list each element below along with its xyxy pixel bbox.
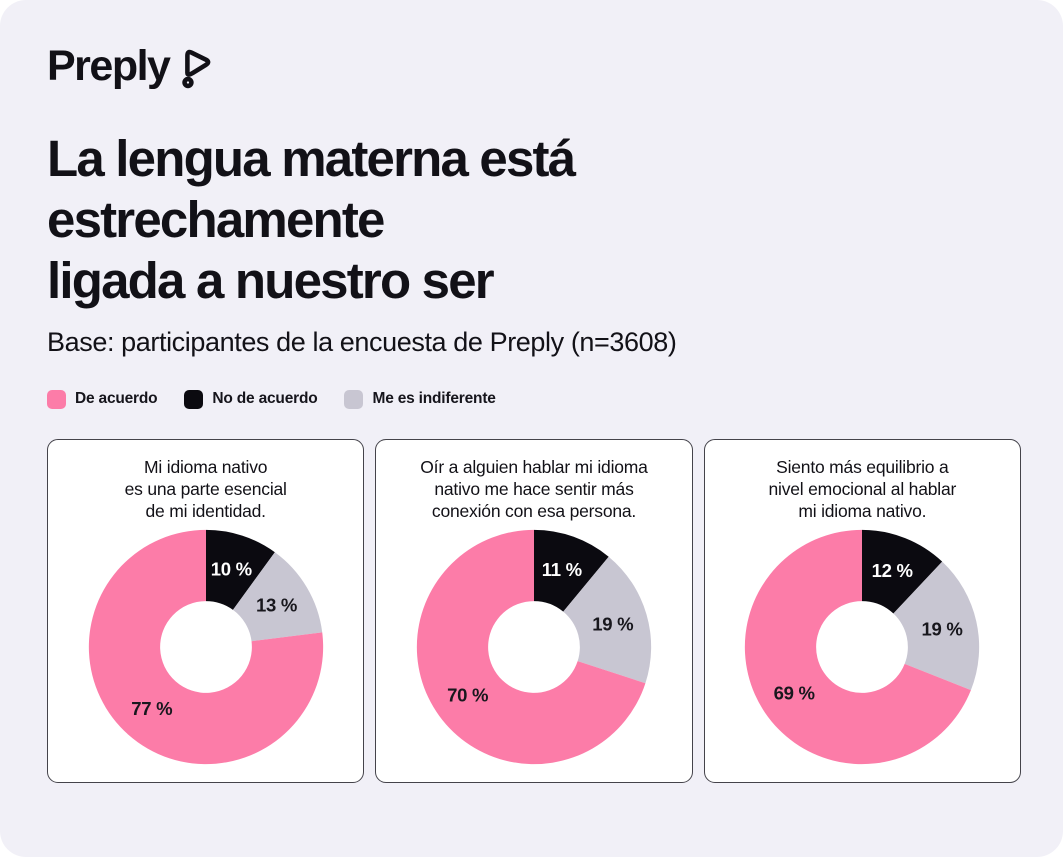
preply-logo: Preply — [47, 42, 1021, 92]
page-subtitle: Base: participantes de la encuesta de Pr… — [47, 326, 677, 357]
survey-card-identidad: Mi idioma nativo es una parte esencial d… — [47, 438, 365, 783]
legend-swatch-me-es-indiferente — [344, 389, 364, 409]
donut-slice-de-acuerdo — [416, 530, 646, 765]
legend-item-de-acuerdo: De acuerdo — [47, 389, 158, 409]
legend-item-no-de-acuerdo: No de acuerdo — [184, 389, 318, 409]
donut-slice-no-de-acuerdo — [205, 530, 275, 611]
donut-slice-value-label: 10 % — [210, 559, 251, 580]
legend-label-me-es-indiferente: Me es indiferente — [372, 390, 496, 408]
donut-chart-identidad: 10 %13 % 77 % — [88, 530, 323, 765]
donut-slice-value-label: 13 % — [256, 595, 297, 616]
donut-slice-value-label: 77 % — [131, 698, 172, 719]
donut-chart-equilibrio: 12 % 19 % 69 % — [745, 530, 980, 765]
donut-slice-value-label: 69 % — [774, 683, 815, 704]
chart-legend: De acuerdo No de acuerdo Me es indiferen… — [47, 389, 1021, 409]
preply-play-bubble-icon — [182, 49, 211, 89]
survey-card-equilibrio: Siento más equilibrio a nivel emocional … — [703, 438, 1021, 783]
donut-chart-conexion: 11 % 19 % 70 % — [416, 530, 652, 765]
legend-swatch-de-acuerdo — [47, 389, 66, 409]
donut-slice-value-label: 19 % — [922, 619, 963, 640]
header: Preply — [47, 42, 1021, 92]
legend-label-de-acuerdo: De acuerdo — [75, 390, 158, 408]
donut-slice-value-label: 11 % — [542, 559, 582, 580]
donut-slice-me-es-indiferente — [893, 561, 980, 691]
survey-card-conexion: Oír a alguien hablar mi idioma nativo me… — [375, 438, 693, 783]
donut-slice-value-label: 19 % — [592, 614, 633, 635]
card-title: Siento más equilibrio a nivel emocional … — [768, 456, 957, 521]
legend-item-me-es-indiferente: Me es indiferente — [344, 389, 496, 409]
preply-wordmark: Preply — [47, 42, 171, 90]
donut-slice-no-de-acuerdo — [862, 530, 943, 614]
card-title: Oír a alguien hablar mi idioma nativo me… — [420, 456, 648, 521]
card-title: Mi idioma nativo es una parte esencial d… — [124, 456, 287, 521]
page-title: La lengua materna está estrechamente lig… — [47, 130, 576, 310]
donut-slice-de-acuerdo — [745, 530, 972, 765]
donut-slice-de-acuerdo — [88, 530, 323, 765]
donut-slice-me-es-indiferente — [232, 552, 322, 642]
legend-swatch-no-de-acuerdo — [184, 389, 204, 409]
chart-cards-row: Mi idioma nativo es una parte esencial d… — [47, 438, 1021, 783]
donut-slice-me-es-indiferente — [563, 556, 652, 684]
legend-label-no-de-acuerdo: No de acuerdo — [212, 390, 318, 408]
donut-slice-no-de-acuerdo — [533, 530, 609, 612]
donut-slice-value-label: 12 % — [872, 560, 913, 581]
donut-slice-value-label: 70 % — [447, 685, 488, 706]
